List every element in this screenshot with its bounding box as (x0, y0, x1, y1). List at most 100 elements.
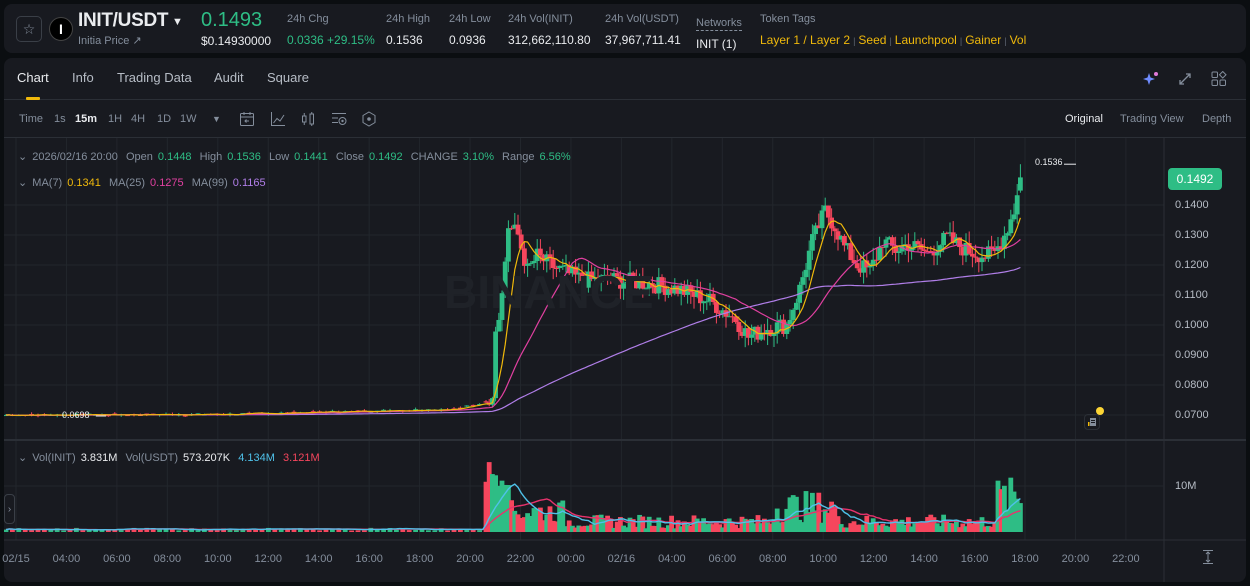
interval-15m[interactable]: 15m (75, 113, 98, 125)
time-axis-label: 06:00 (708, 553, 737, 565)
price-axis-label: 0.1300 (1175, 229, 1209, 241)
indicator-chart-icon[interactable] (269, 110, 287, 128)
time-axis-label: 22:00 (506, 553, 535, 565)
time-axis-label: 12:00 (254, 553, 283, 565)
stat-24h-change: 24h Chg 0.0336 +29.15% (287, 13, 375, 47)
ma7-value: 0.1341 (67, 177, 101, 189)
stat-24h-vol-usdt: 24h Vol(USDT) 37,967,711.41 (605, 13, 681, 47)
pair-dropdown-caret-icon[interactable]: ▼ (172, 16, 183, 28)
view-original[interactable]: Original (1065, 113, 1103, 125)
hexagon-settings-icon[interactable] (360, 110, 378, 128)
time-axis-label: 14:00 (304, 553, 333, 565)
price-axis-label: 0.1200 (1175, 259, 1209, 271)
ohlc-close: 0.1492 (369, 151, 403, 163)
time-axis-label: 08:00 (153, 553, 182, 565)
ohlc-change: 3.10% (462, 151, 494, 163)
time-axis-label: 10:00 (809, 553, 837, 565)
stat-networks[interactable]: Networks INIT (1) (696, 13, 742, 51)
high-price-marker: 0.1536 (1035, 157, 1063, 167)
time-axis-label: 14:00 (910, 553, 938, 565)
price-axis-label: 0.1400 (1175, 199, 1209, 211)
interval-1h[interactable]: 1H (108, 113, 123, 125)
interval-1w[interactable]: 1W (180, 113, 197, 125)
candle-type-icon[interactable] (299, 110, 317, 128)
time-axis-label: 02/16 (607, 553, 636, 565)
token-tag[interactable]: Vol (1009, 33, 1027, 47)
chevron-right-icon: › (7, 503, 12, 515)
time-axis-label: 18:00 (405, 553, 434, 565)
stat-value: 37,967,711.41 (605, 33, 681, 47)
svg-text:BINANCE: BINANCE (444, 266, 654, 318)
pair-name[interactable]: INIT/USDT (78, 10, 169, 31)
volume-axis-label: 10M (1175, 480, 1197, 492)
stat-label[interactable]: Networks (696, 17, 742, 31)
price-axis-label: 0.0700 (1175, 409, 1209, 421)
stat-24h-high: 24h High 0.1536 (386, 13, 430, 47)
ma25-value: 0.1275 (150, 177, 184, 189)
candlestick-chart[interactable]: BINANCE (4, 58, 1246, 582)
token-tags-label: Token Tags (760, 13, 816, 25)
stat-label: 24h Vol(USDT) (605, 13, 679, 25)
stat-label: 24h High (386, 13, 431, 25)
ma99-value: 0.1165 (232, 177, 266, 189)
active-tab-indicator (26, 97, 40, 100)
time-axis-label: 16:00 (960, 553, 989, 565)
price-axis-label: 0.1000 (1175, 319, 1209, 331)
interval-1s[interactable]: 1s (54, 113, 66, 125)
tab-square[interactable]: Square (267, 70, 309, 85)
ohlc-high: 0.1536 (227, 151, 261, 163)
volume-legend[interactable]: ⌄ Vol(INIT) 3.831M Vol(USDT) 573.207K 4.13… (18, 452, 320, 464)
time-axis-label: 18:00 (1011, 553, 1039, 565)
tab-info[interactable]: Info (72, 70, 94, 85)
token-tag[interactable]: Gainer (965, 33, 1002, 47)
ohlc-legend: ⌄ 2026/02/16 20:00 Open 0.1448 High 0.1536… (18, 151, 571, 163)
interval-dropdown-caret-icon[interactable]: ▼ (212, 114, 221, 124)
interval-1d[interactable]: 1D (157, 113, 172, 125)
time-axis-label: 02/15 (2, 553, 30, 565)
token-tag[interactable]: Launchpool (894, 33, 957, 47)
favorite-star-button[interactable]: ☆ (16, 16, 42, 42)
time-axis-label: 20:00 (1061, 553, 1090, 565)
token-tag[interactable]: Layer 1 / Layer 2 (760, 33, 851, 47)
stat-value: 0.0936 (449, 33, 486, 47)
interval-4h[interactable]: 4H (131, 113, 146, 125)
time-axis-label: 16:00 (355, 553, 383, 565)
stat-24h-vol-init: 24h Vol(INIT) 312,662,110.80 (508, 13, 591, 47)
time-axis-label: 12:00 (859, 553, 888, 565)
news-event-marker-icon[interactable] (1084, 414, 1100, 430)
time-axis-label: 20:00 (456, 553, 484, 565)
price-axis-label: 0.0800 (1175, 379, 1209, 391)
tab-trading-data[interactable]: Trading Data (117, 70, 192, 85)
layout-grid-icon[interactable] (1210, 70, 1228, 88)
price-axis-label: 0.0900 (1175, 349, 1209, 361)
vol-init-value: 3.831M (80, 452, 118, 464)
token-tag[interactable]: Seed (858, 33, 887, 47)
auto-scale-icon[interactable] (1201, 549, 1215, 570)
view-trading-view[interactable]: Trading View (1120, 113, 1184, 125)
settings-list-icon[interactable] (330, 110, 348, 128)
low-price-marker: 0.0698 (62, 410, 90, 420)
tab-audit[interactable]: Audit (214, 70, 244, 85)
time-axis-label: 06:00 (103, 553, 131, 565)
stat-label: 24h Vol(INIT) (508, 13, 573, 25)
stat-label: 24h Low (449, 13, 491, 25)
stat-24h-low: 24h Low 0.0936 (449, 13, 491, 47)
init-coin-logo-icon: I (49, 17, 73, 41)
stat-value: 312,662,110.80 (508, 33, 591, 47)
calendar-icon[interactable] (238, 110, 256, 128)
vol-usdt-value: 573.207K (183, 452, 231, 464)
expand-sidebar-button[interactable]: › (4, 494, 15, 524)
coin-price-link[interactable]: Initia Price ↗ (78, 35, 142, 47)
fullscreen-expand-icon[interactable] (1176, 70, 1194, 88)
tab-chart[interactable]: Chart (17, 70, 49, 85)
last-price: 0.1493 (201, 9, 263, 31)
ma-legend[interactable]: ⌄ MA(7) 0.1341 MA(25) 0.1275 MA(99) 0.1165 (18, 177, 266, 189)
view-depth[interactable]: Depth (1202, 113, 1232, 125)
token-tags: Token Tags Layer 1 / Layer 2 | Seed | Launch… (760, 13, 1026, 47)
chart-toolbar: Time 1s 15m 1H 4H 1D 1W ▼ Original Tradi… (4, 100, 1246, 138)
stat-value: 0.0336 +29.15% (287, 33, 375, 47)
ai-sparkle-icon[interactable] (1142, 70, 1160, 88)
price-axis-label: 0.1100 (1175, 289, 1208, 301)
interval-time[interactable]: Time (19, 113, 44, 125)
token-tags-list: Layer 1 / Layer 2 | Seed | Launchpool | Gainer… (760, 33, 1027, 47)
